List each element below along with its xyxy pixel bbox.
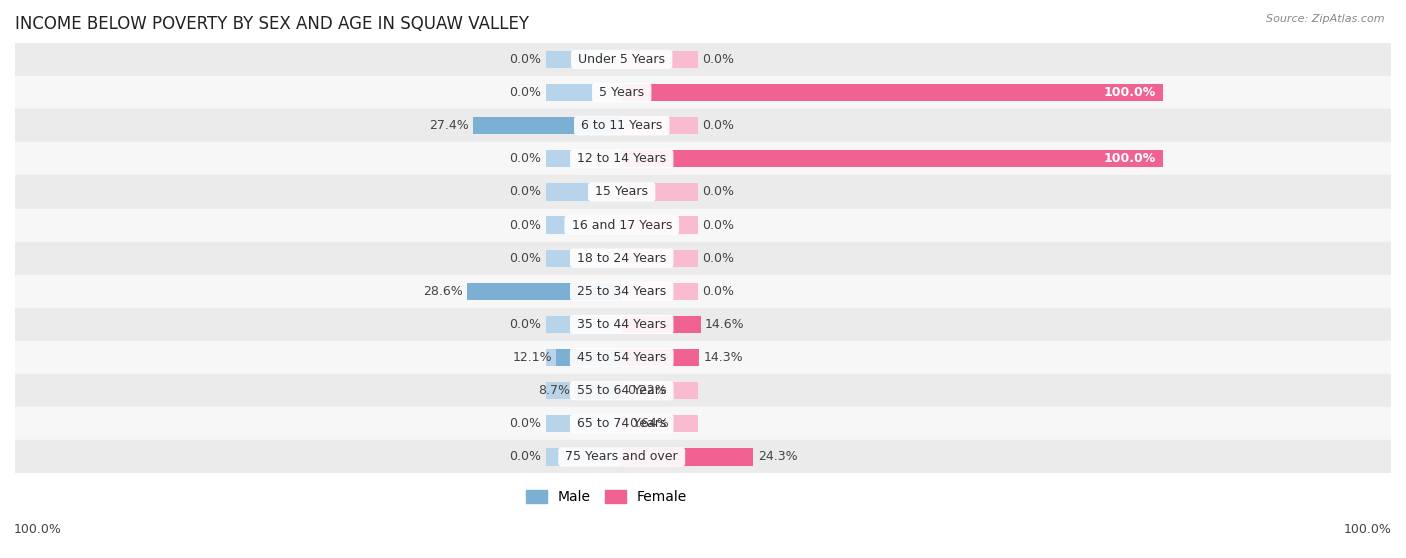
Text: 12.1%: 12.1% <box>512 351 553 364</box>
Bar <box>621 316 697 333</box>
Text: Under 5 Years: Under 5 Years <box>574 53 669 66</box>
Text: 0.0%: 0.0% <box>702 285 734 298</box>
Text: 0.0%: 0.0% <box>702 119 734 132</box>
Bar <box>546 415 621 432</box>
Text: 6 to 11 Years: 6 to 11 Years <box>576 119 666 132</box>
Legend: Male, Female: Male, Female <box>520 484 693 509</box>
Bar <box>621 349 699 366</box>
Bar <box>546 316 621 333</box>
Bar <box>15 440 1391 474</box>
Bar <box>546 283 621 300</box>
Bar <box>467 283 621 300</box>
Text: 0.0%: 0.0% <box>509 53 541 66</box>
Text: 18 to 24 Years: 18 to 24 Years <box>574 252 671 264</box>
Bar <box>15 175 1391 209</box>
Bar <box>621 117 697 134</box>
Bar <box>546 349 621 366</box>
Text: 24.3%: 24.3% <box>758 450 797 464</box>
Bar <box>621 150 697 167</box>
Text: 14.3%: 14.3% <box>703 351 744 364</box>
Text: 28.6%: 28.6% <box>423 285 463 298</box>
Text: 0.22%: 0.22% <box>627 384 666 397</box>
Text: 12 to 14 Years: 12 to 14 Years <box>574 152 671 165</box>
Text: 100.0%: 100.0% <box>14 523 62 536</box>
Bar <box>546 382 621 400</box>
Text: Source: ZipAtlas.com: Source: ZipAtlas.com <box>1267 14 1385 24</box>
Text: 8.7%: 8.7% <box>538 384 571 397</box>
Text: 27.4%: 27.4% <box>429 119 470 132</box>
Bar <box>546 448 621 465</box>
Bar <box>621 382 697 400</box>
Bar <box>15 407 1391 440</box>
Text: INCOME BELOW POVERTY BY SEX AND AGE IN SQUAW VALLEY: INCOME BELOW POVERTY BY SEX AND AGE IN S… <box>15 15 529 33</box>
Text: 5 Years: 5 Years <box>595 86 648 99</box>
Text: 0.0%: 0.0% <box>702 252 734 264</box>
Text: 0.0%: 0.0% <box>509 417 541 430</box>
Bar <box>621 249 697 267</box>
Text: 0.0%: 0.0% <box>509 219 541 232</box>
Bar <box>621 217 697 234</box>
Bar <box>15 341 1391 374</box>
Text: 100.0%: 100.0% <box>1344 523 1392 536</box>
Bar <box>621 283 697 300</box>
Bar <box>621 448 697 465</box>
Bar <box>546 84 621 101</box>
Bar <box>15 109 1391 142</box>
Text: 35 to 44 Years: 35 to 44 Years <box>574 318 671 331</box>
Text: 0.0%: 0.0% <box>509 86 541 99</box>
Text: 0.0%: 0.0% <box>509 152 541 165</box>
Text: 14.6%: 14.6% <box>706 318 745 331</box>
Text: 16 and 17 Years: 16 and 17 Years <box>568 219 676 232</box>
Text: 100.0%: 100.0% <box>1104 86 1156 99</box>
Bar <box>546 184 621 200</box>
Text: 65 to 74 Years: 65 to 74 Years <box>574 417 671 430</box>
Bar <box>621 84 697 101</box>
Text: 0.0%: 0.0% <box>702 53 734 66</box>
Bar <box>621 415 626 432</box>
Bar <box>546 217 621 234</box>
Bar <box>621 316 700 333</box>
Bar <box>621 150 1164 167</box>
Bar <box>621 184 697 200</box>
Bar <box>15 209 1391 242</box>
Bar <box>15 242 1391 275</box>
Bar <box>546 249 621 267</box>
Text: 75 Years and over: 75 Years and over <box>561 450 682 464</box>
Bar <box>15 275 1391 308</box>
Text: 0.0%: 0.0% <box>509 318 541 331</box>
Bar <box>557 349 621 366</box>
Bar <box>546 117 621 134</box>
Text: 0.0%: 0.0% <box>702 219 734 232</box>
Text: 0.0%: 0.0% <box>702 185 734 199</box>
Bar <box>546 51 621 68</box>
Text: 100.0%: 100.0% <box>1104 152 1156 165</box>
Text: 15 Years: 15 Years <box>592 185 652 199</box>
Text: 0.0%: 0.0% <box>509 185 541 199</box>
Bar <box>15 308 1391 341</box>
Bar <box>15 76 1391 109</box>
Bar <box>575 382 621 400</box>
Text: 55 to 64 Years: 55 to 64 Years <box>574 384 671 397</box>
Text: 25 to 34 Years: 25 to 34 Years <box>574 285 671 298</box>
Bar <box>621 448 754 465</box>
Text: 0.64%: 0.64% <box>630 417 669 430</box>
Bar <box>15 43 1391 76</box>
Bar <box>15 142 1391 175</box>
Bar <box>474 117 621 134</box>
Bar <box>621 51 697 68</box>
Text: 0.0%: 0.0% <box>509 252 541 264</box>
Bar <box>546 150 621 167</box>
Bar <box>621 84 1164 101</box>
Bar <box>621 415 697 432</box>
Text: 0.0%: 0.0% <box>509 450 541 464</box>
Bar <box>621 349 697 366</box>
Bar <box>15 374 1391 407</box>
Text: 45 to 54 Years: 45 to 54 Years <box>574 351 671 364</box>
